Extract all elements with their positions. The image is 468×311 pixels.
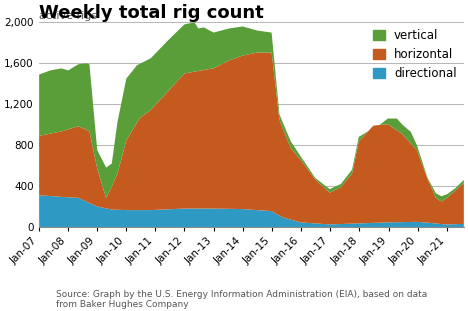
Text: Weekly total rig count: Weekly total rig count bbox=[39, 4, 263, 22]
Text: Source: Graph by the U.S. Energy Information Administration (EIA), based on data: Source: Graph by the U.S. Energy Informa… bbox=[56, 290, 427, 309]
Text: active rigs: active rigs bbox=[39, 11, 97, 21]
Legend: vertical, horizontal, directional: vertical, horizontal, directional bbox=[368, 25, 461, 85]
